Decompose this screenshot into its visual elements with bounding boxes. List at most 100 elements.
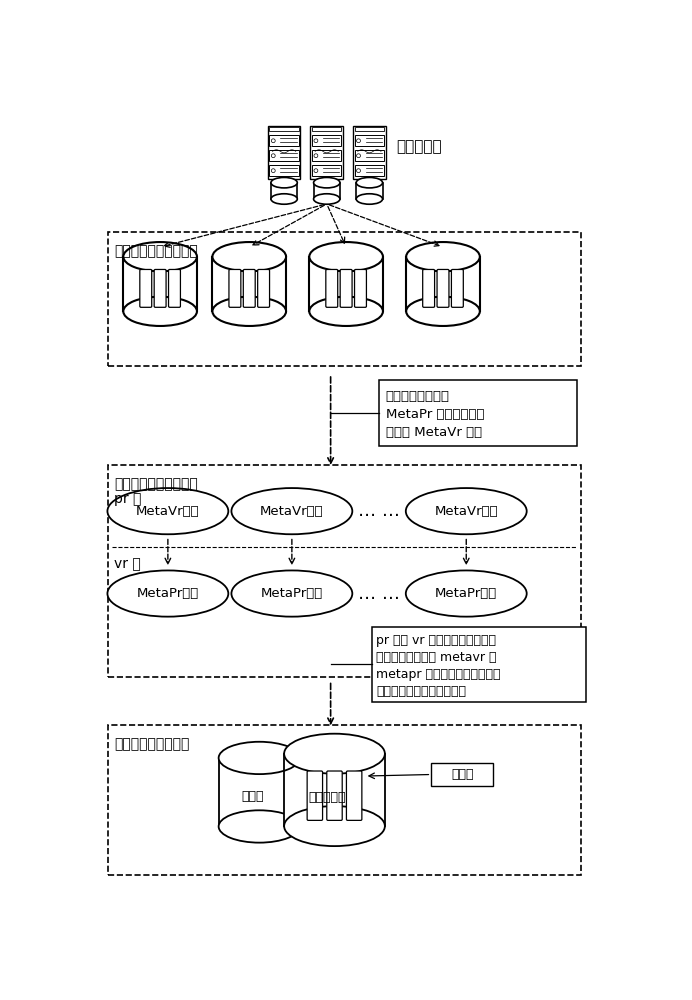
Text: … …: … … xyxy=(358,585,401,603)
Ellipse shape xyxy=(271,177,298,188)
Circle shape xyxy=(271,139,275,143)
Text: pr 层: pr 层 xyxy=(114,492,142,506)
Text: vr 层: vr 层 xyxy=(114,557,141,571)
Bar xyxy=(312,150,341,161)
Bar xyxy=(269,165,299,176)
Bar xyxy=(356,183,383,199)
Text: 录，形成虚拟表资源层数据: 录，形成虚拟表资源层数据 xyxy=(376,685,466,698)
Text: 虚拟表: 虚拟表 xyxy=(451,768,473,781)
Ellipse shape xyxy=(219,810,300,843)
Text: MetaPr 对象及跟其相: MetaPr 对象及跟其相 xyxy=(385,408,484,421)
Bar xyxy=(372,627,585,702)
Ellipse shape xyxy=(123,297,197,326)
Bar xyxy=(108,465,581,677)
Bar xyxy=(123,257,197,311)
FancyBboxPatch shape xyxy=(140,269,152,307)
Bar xyxy=(355,165,384,176)
Bar xyxy=(312,127,341,131)
Bar xyxy=(379,380,577,446)
Text: MetaVr对象: MetaVr对象 xyxy=(435,505,498,518)
Ellipse shape xyxy=(107,488,228,534)
Ellipse shape xyxy=(231,570,352,617)
Bar xyxy=(108,725,581,875)
Text: pr 层跟 vr 层对象持久化成云数: pr 层跟 vr 层对象持久化成云数 xyxy=(376,634,496,647)
Circle shape xyxy=(356,169,361,173)
FancyBboxPatch shape xyxy=(327,771,343,820)
Ellipse shape xyxy=(406,297,480,326)
Text: 虚拟数据库: 虚拟数据库 xyxy=(308,791,345,804)
Circle shape xyxy=(271,154,275,158)
Circle shape xyxy=(314,154,318,158)
Circle shape xyxy=(314,169,318,173)
Bar xyxy=(268,126,300,179)
Bar xyxy=(312,165,341,176)
Ellipse shape xyxy=(284,734,385,774)
Ellipse shape xyxy=(406,570,527,617)
Text: metapr 表具有关联关系数据记: metapr 表具有关联关系数据记 xyxy=(376,668,501,681)
FancyBboxPatch shape xyxy=(340,269,352,307)
Bar xyxy=(431,763,493,786)
Ellipse shape xyxy=(212,242,286,271)
Ellipse shape xyxy=(219,742,300,774)
Circle shape xyxy=(356,154,361,158)
Bar xyxy=(406,257,480,311)
Text: 关系型库表模式对象化: 关系型库表模式对象化 xyxy=(114,477,198,491)
Ellipse shape xyxy=(313,194,340,204)
Bar xyxy=(311,126,343,179)
Bar xyxy=(355,150,384,161)
Text: 每个库表对应一个: 每个库表对应一个 xyxy=(385,389,450,402)
Bar xyxy=(309,257,383,311)
FancyBboxPatch shape xyxy=(451,269,464,307)
Ellipse shape xyxy=(123,242,197,271)
Text: 云数据库虚拟化平台: 云数据库虚拟化平台 xyxy=(114,738,190,752)
FancyBboxPatch shape xyxy=(347,771,362,820)
FancyBboxPatch shape xyxy=(169,269,181,307)
Bar xyxy=(269,127,299,131)
FancyBboxPatch shape xyxy=(154,269,166,307)
FancyBboxPatch shape xyxy=(244,269,255,307)
Circle shape xyxy=(356,139,361,143)
FancyBboxPatch shape xyxy=(326,269,338,307)
Ellipse shape xyxy=(231,488,352,534)
Bar xyxy=(312,135,341,146)
Text: MetaPr对象: MetaPr对象 xyxy=(137,587,199,600)
Text: MetaVr对象: MetaVr对象 xyxy=(260,505,324,518)
Ellipse shape xyxy=(406,488,527,534)
Bar xyxy=(355,135,384,146)
Bar xyxy=(355,127,384,131)
Bar xyxy=(108,232,581,366)
Ellipse shape xyxy=(212,297,286,326)
Text: MetaPr对象: MetaPr对象 xyxy=(435,587,498,600)
Ellipse shape xyxy=(309,242,383,271)
Ellipse shape xyxy=(356,194,383,204)
Ellipse shape xyxy=(356,177,383,188)
Text: … …: … … xyxy=(358,502,401,520)
Bar xyxy=(219,758,300,826)
Text: 据库元节点数据库 metavr 及: 据库元节点数据库 metavr 及 xyxy=(376,651,497,664)
Text: 应用服务器: 应用服务器 xyxy=(397,139,442,154)
Bar xyxy=(313,183,340,199)
Text: 虚拟数: 虚拟数 xyxy=(242,790,264,803)
FancyBboxPatch shape xyxy=(307,771,322,820)
Bar xyxy=(284,754,385,826)
Ellipse shape xyxy=(406,242,480,271)
FancyBboxPatch shape xyxy=(423,269,435,307)
Ellipse shape xyxy=(107,570,228,617)
Bar xyxy=(269,135,299,146)
FancyBboxPatch shape xyxy=(229,269,241,307)
FancyBboxPatch shape xyxy=(354,269,367,307)
Ellipse shape xyxy=(271,194,298,204)
Ellipse shape xyxy=(313,177,340,188)
Text: MetaPr对象: MetaPr对象 xyxy=(261,587,323,600)
Circle shape xyxy=(314,139,318,143)
Ellipse shape xyxy=(309,297,383,326)
FancyBboxPatch shape xyxy=(257,269,270,307)
Bar xyxy=(212,257,286,311)
Text: MetaVr对象: MetaVr对象 xyxy=(136,505,200,518)
Bar xyxy=(269,150,299,161)
Text: 主流关系型数据库库表: 主流关系型数据库库表 xyxy=(114,244,198,258)
Bar xyxy=(271,183,298,199)
Text: 映射的 MetaVr 对象: 映射的 MetaVr 对象 xyxy=(385,426,482,439)
Circle shape xyxy=(271,169,275,173)
FancyBboxPatch shape xyxy=(437,269,449,307)
